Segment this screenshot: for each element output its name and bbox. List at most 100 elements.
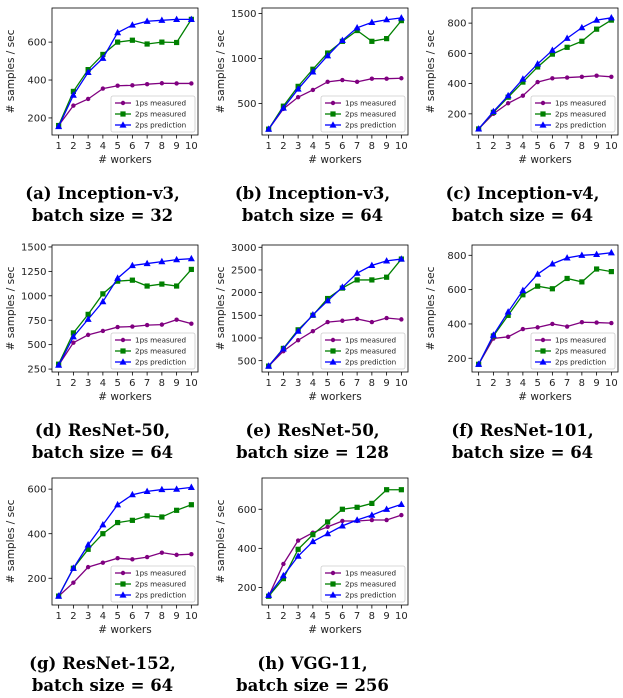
data-point (279, 571, 287, 579)
series-line (478, 252, 612, 365)
x-tick-label: 3 (85, 141, 91, 152)
data-point (144, 513, 150, 519)
legend: 1ps measured 2ps measured 2ps prediction (320, 565, 406, 603)
y-axis-title: # samples / sec (215, 266, 227, 350)
legend-marker (540, 111, 546, 117)
data-point (69, 333, 77, 340)
data-point (143, 487, 151, 494)
data-point (384, 36, 390, 42)
x-tick-label: 1 (265, 378, 271, 389)
data-point (174, 39, 180, 46)
x-tick-label: 7 (144, 378, 150, 389)
legend-marker (120, 111, 126, 117)
caption-line-2: batch size = 64 (451, 443, 594, 462)
legend-marker (120, 348, 126, 354)
data-point (368, 511, 376, 518)
data-point (85, 332, 91, 338)
data-point (100, 328, 106, 334)
x-tick-label: 5 (534, 378, 540, 389)
legend-label: 1ps measured (135, 336, 186, 345)
data-point (279, 345, 287, 352)
data-point (310, 328, 316, 334)
y-tick-label: 600 (447, 285, 466, 296)
series-line (58, 258, 192, 366)
series-2ps-prediction (55, 15, 195, 130)
x-tick-label: 1 (55, 378, 61, 389)
x-tick-label: 7 (354, 611, 360, 622)
data-point (579, 74, 585, 79)
legend: 1ps measured 2ps measured 2ps prediction (320, 332, 406, 370)
legend-label: 2ps prediction (555, 358, 606, 367)
caption-line-2: batch size = 32 (31, 206, 174, 225)
y-tick-label: 750 (27, 316, 46, 327)
figure-caption: (d) ResNet-50, batch size = 64 (0, 420, 205, 464)
x-tick-label: 2 (70, 611, 76, 622)
x-tick-label: 10 (605, 141, 618, 152)
data-point (369, 38, 375, 44)
data-point (84, 315, 92, 322)
data-point (310, 87, 316, 93)
data-point (609, 320, 614, 326)
x-tick-label: 10 (185, 141, 198, 152)
y-tick-label: 400 (27, 529, 46, 540)
x-tick-label: 5 (324, 611, 330, 622)
series-line (268, 514, 402, 597)
data-point (520, 93, 526, 98)
data-point (128, 21, 136, 28)
data-point (174, 507, 180, 513)
data-point (548, 46, 556, 53)
data-point (398, 487, 404, 493)
figure-caption: (a) Inception-v3, batch size = 32 (0, 183, 205, 227)
x-tick-label: 3 (295, 378, 301, 389)
data-point (187, 15, 195, 22)
x-tick-label: 9 (173, 378, 179, 389)
legend-box (320, 332, 406, 370)
plot-frame (471, 7, 619, 136)
legend-marker (329, 358, 337, 365)
chart-svg: 1 2 3 4 5 6 7 8 9 10 500 1000 1500 2000 2500 3000 # work… (215, 243, 409, 403)
data-point (338, 522, 346, 529)
legend-label: 2ps measured (345, 347, 396, 356)
series-line (268, 17, 402, 130)
legend-label: 2ps measured (345, 110, 396, 119)
caption-line-2: batch size = 64 (241, 206, 384, 225)
x-tick-label: 10 (605, 378, 618, 389)
x-tick-label: 8 (369, 611, 375, 622)
legend: 1ps measured 2ps measured 2ps prediction (110, 95, 196, 133)
chart-svg: 1 2 3 4 5 6 7 8 9 10 500 1000 1500 # workers # samples… (215, 7, 409, 166)
legend-marker (330, 348, 336, 354)
data-point (99, 54, 107, 61)
data-point (354, 316, 360, 322)
x-tick-label: 2 (280, 611, 286, 622)
data-point (368, 18, 376, 26)
caption-line-2: batch size = 64 (31, 676, 174, 695)
x-tick-label: 5 (114, 141, 120, 152)
data-point (100, 291, 106, 297)
data-point (115, 556, 120, 561)
legend-marker (330, 100, 336, 106)
legend-marker (540, 348, 546, 354)
data-point (535, 64, 541, 70)
series-line (58, 504, 192, 597)
data-point (188, 502, 194, 508)
x-tick-label: 3 (505, 378, 511, 389)
data-point (265, 125, 273, 132)
plot-frame (51, 477, 199, 606)
data-point (475, 360, 483, 367)
x-tick-label: 7 (354, 378, 360, 389)
x-tick-label: 4 (100, 611, 106, 622)
data-point (383, 15, 391, 23)
caption-line-1: (c) Inception-v4, (445, 184, 600, 203)
data-point (607, 14, 615, 21)
series-2ps-prediction (55, 483, 195, 599)
x-tick-label: 9 (383, 378, 389, 389)
x-tick-label: 8 (369, 378, 375, 389)
series-2ps-prediction (265, 255, 405, 369)
legend-label: 2ps prediction (135, 591, 186, 600)
data-point (265, 362, 273, 369)
x-tick-label: 6 (339, 611, 345, 622)
data-point (158, 16, 166, 23)
x-tick-label: 10 (395, 378, 408, 389)
data-point (519, 75, 527, 82)
chart-svg: 1 2 3 4 5 6 7 8 9 10 200 400 600 800 # workers # sample… (425, 7, 619, 166)
